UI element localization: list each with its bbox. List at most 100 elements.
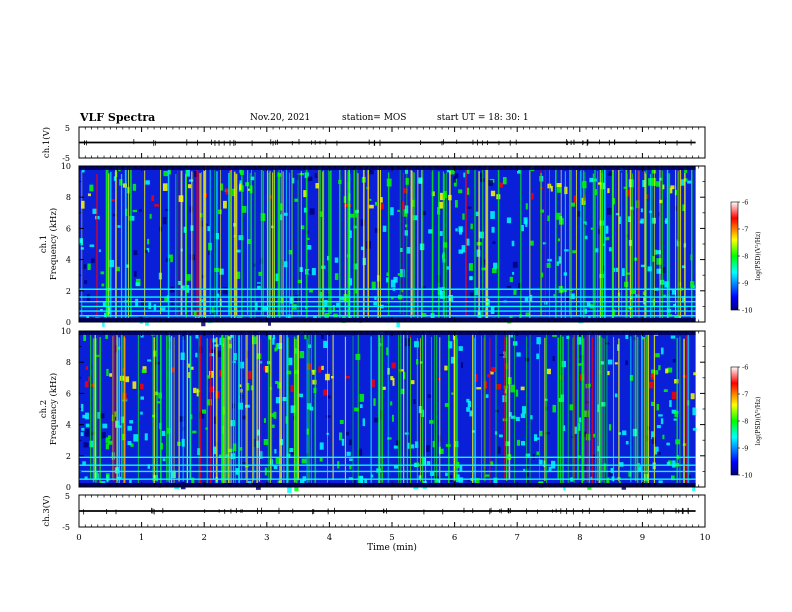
- spectrogram-cell: [497, 446, 501, 454]
- spectrogram-cell: [145, 180, 150, 185]
- y-tick-label: 8: [66, 193, 71, 202]
- spectrogram-cell: [188, 363, 191, 368]
- spectrogram-cell: [156, 401, 161, 404]
- spectrogram-cell: [494, 409, 499, 413]
- spectrogram-cell: [544, 301, 548, 305]
- spectrogram-cell: [672, 359, 676, 363]
- spectrogram-cell: [591, 454, 595, 459]
- spectrogram-cell: [168, 254, 173, 263]
- spectrogram-cell: [199, 412, 204, 419]
- spectrogram-cell: [112, 213, 117, 217]
- spectrogram-cell: [299, 393, 304, 398]
- spectrogram-cell: [412, 215, 418, 221]
- spectrogram-cell: [661, 184, 665, 190]
- spectrogram-cell: [147, 359, 152, 362]
- spectrogram-cell: [116, 266, 120, 272]
- spectrogram-cell: [306, 245, 312, 250]
- spectrogram-cell: [550, 185, 553, 192]
- spectrogram-cell: [450, 356, 455, 364]
- spectrogram-cell: [106, 368, 109, 377]
- spectrogram-cell: [621, 268, 625, 276]
- spectrogram-cell: [188, 179, 194, 182]
- spectrogram-cell: [538, 459, 543, 465]
- spectrogram-cell: [505, 441, 510, 447]
- spectrogram-cell: [498, 434, 503, 438]
- spectrogram-cell: [393, 464, 399, 469]
- spectrogram-cell: [526, 465, 530, 468]
- spectrogram-cell: [499, 354, 504, 357]
- spectrogram-cell: [83, 333, 87, 342]
- spectrogram-cell: [247, 188, 252, 191]
- spectrogram-cell: [275, 457, 280, 465]
- spectrogram-cell: [578, 417, 582, 423]
- spectrogram-cell: [670, 185, 675, 190]
- spectrogram-cell: [618, 216, 621, 224]
- spectrogram-cell: [400, 247, 403, 253]
- spectrogram-cell: [332, 304, 335, 312]
- spectrogram-cell: [380, 197, 383, 203]
- spectrogram-cell: [629, 375, 634, 381]
- spectrogram-cell: [525, 357, 530, 362]
- spectrogram-cell: [364, 478, 367, 484]
- spectrogram-cell: [467, 479, 472, 482]
- spectrogram-cell: [583, 194, 586, 201]
- spectrogram-cell: [421, 286, 426, 289]
- spectrogram-cell: [556, 212, 561, 220]
- spectrogram-cell: [256, 429, 260, 436]
- spectrogram-cell: [129, 478, 132, 485]
- spectrogram-cell: [642, 291, 645, 295]
- spectrogram-cell: [386, 347, 389, 356]
- spectrogram-cell: [401, 289, 404, 293]
- spectrogram-cell: [440, 192, 445, 201]
- spectrogram-cell: [80, 432, 84, 437]
- x-axis-label: Time (min): [367, 542, 417, 553]
- spectrogram-cell: [248, 370, 252, 379]
- spectrogram-cell: [132, 381, 137, 389]
- spectrogram-cell: [625, 189, 631, 197]
- spectrogram-cell: [667, 367, 673, 373]
- spectrogram-cell: [640, 297, 645, 303]
- spectrogram-cell: [153, 304, 157, 311]
- spectrogram-cell: [147, 464, 150, 469]
- spectrogram-cell: [168, 168, 171, 175]
- spectrogram-cell: [81, 200, 85, 209]
- spectrogram-cell: [665, 218, 668, 224]
- spectrogram-cell: [475, 211, 479, 217]
- spectrogram-cell: [422, 210, 426, 216]
- spectrogram-cell: [210, 349, 216, 356]
- spectrogram-cell: [595, 248, 599, 253]
- spectrogram-cell: [312, 379, 317, 385]
- colorbar: [730, 201, 739, 311]
- spectrogram-cell: [374, 201, 377, 206]
- spectrogram-cell: [130, 443, 134, 447]
- spectrogram-cell: [690, 393, 695, 400]
- spectrogram-cell: [456, 474, 460, 483]
- colorbar-tick-label: -10: [742, 472, 752, 480]
- spectrogram-cell: [275, 343, 278, 351]
- spectrogram-cell: [458, 477, 464, 483]
- spectrogram-cell: [283, 261, 288, 268]
- spectrogram-cell: [306, 428, 310, 435]
- spectrogram-cell: [163, 170, 169, 177]
- spectrogram-cell: [287, 485, 292, 493]
- spectrogram-cell: [491, 226, 495, 233]
- spectrogram-cell: [89, 244, 95, 247]
- spectrogram-cell: [517, 170, 521, 174]
- spectrogram-cell: [271, 424, 275, 428]
- spectrogram-cell: [521, 225, 524, 232]
- spectrogram-cell: [240, 361, 245, 369]
- colorbar-tick-label: -6: [742, 364, 748, 372]
- spectrogram-cell: [100, 271, 105, 275]
- spectrogram-cell: [609, 172, 613, 176]
- spectrogram-cell: [556, 185, 561, 193]
- spectrogram-cell: [108, 440, 113, 445]
- spectrogram-cell: [437, 287, 442, 295]
- spectrogram-cell: [193, 311, 197, 317]
- spectrogram-cell: [506, 285, 512, 289]
- spectrogram-cell: [391, 362, 396, 369]
- y-axis-label: ch.2Frequency (kHz): [39, 373, 59, 445]
- spectrogram-cell: [597, 228, 601, 235]
- spectrogram-cell: [126, 264, 130, 268]
- spectrogram-cell: [508, 412, 512, 417]
- spectrogram-cell: [637, 466, 642, 471]
